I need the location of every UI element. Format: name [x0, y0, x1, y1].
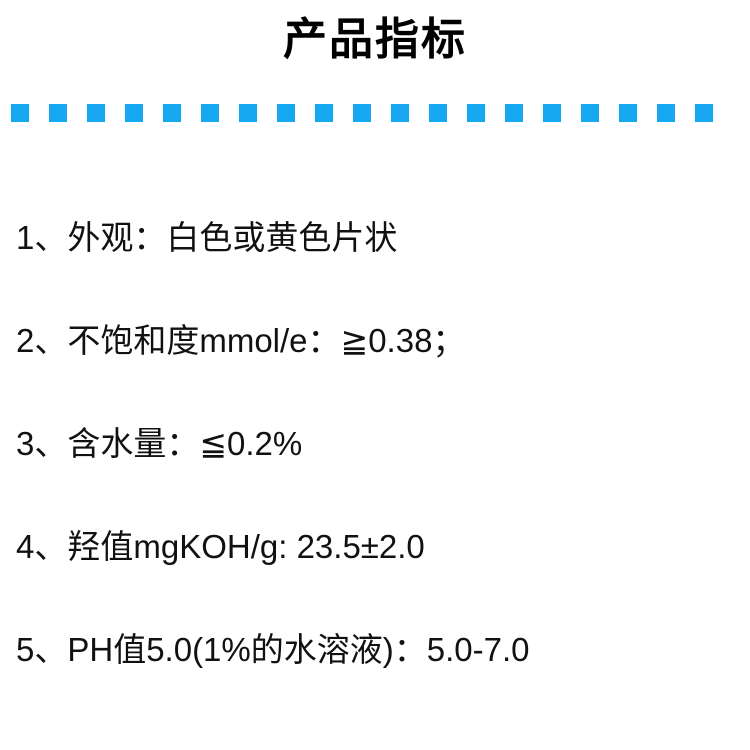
- spec-item-text: 3、含水量：≦0.2%: [16, 424, 303, 462]
- list-item: 1、外观：白色或黄色片状: [0, 186, 750, 289]
- divider-dash: [87, 104, 105, 122]
- divider-dash: [467, 104, 485, 122]
- divider-dash: [353, 104, 371, 122]
- divider-dash: [429, 104, 447, 122]
- divider-dash: [125, 104, 143, 122]
- divider-dash: [315, 104, 333, 122]
- divider-dash: [505, 104, 523, 122]
- divider-dash: [277, 104, 295, 122]
- list-item: 2、不饱和度mmol/e：≧0.38；: [0, 289, 750, 392]
- spec-item-text: 5、PH值5.0(1%的水溶液)：5.0-7.0: [16, 630, 530, 668]
- divider-dash: [619, 104, 637, 122]
- spec-item-text: 2、不饱和度mmol/e：≧0.38；: [16, 321, 466, 359]
- divider-dash: [391, 104, 409, 122]
- divider-dash: [49, 104, 67, 122]
- divider-dash: [543, 104, 561, 122]
- divider-dash: [581, 104, 599, 122]
- list-item: 5、PH值5.0(1%的水溶液)：5.0-7.0: [0, 598, 750, 701]
- divider-dash: [657, 104, 675, 122]
- divider-dash: [11, 104, 29, 122]
- spec-item-text: 1、外观：白色或黄色片状: [16, 218, 398, 256]
- spec-item-text: 4、羟值mgKOH/g: 23.5±2.0: [16, 527, 425, 565]
- title-block: 产品指标: [0, 0, 750, 64]
- divider-dash: [695, 104, 713, 122]
- dashed-divider: [11, 104, 739, 122]
- list-item: 4、羟值mgKOH/g: 23.5±2.0: [0, 495, 750, 598]
- page-title: 产品指标: [283, 15, 467, 64]
- list-item: 3、含水量：≦0.2%: [0, 392, 750, 495]
- spec-list: 1、外观：白色或黄色片状 2、不饱和度mmol/e：≧0.38； 3、含水量：≦…: [0, 186, 750, 701]
- divider-dash: [163, 104, 181, 122]
- divider-dash: [239, 104, 257, 122]
- divider-dash: [201, 104, 219, 122]
